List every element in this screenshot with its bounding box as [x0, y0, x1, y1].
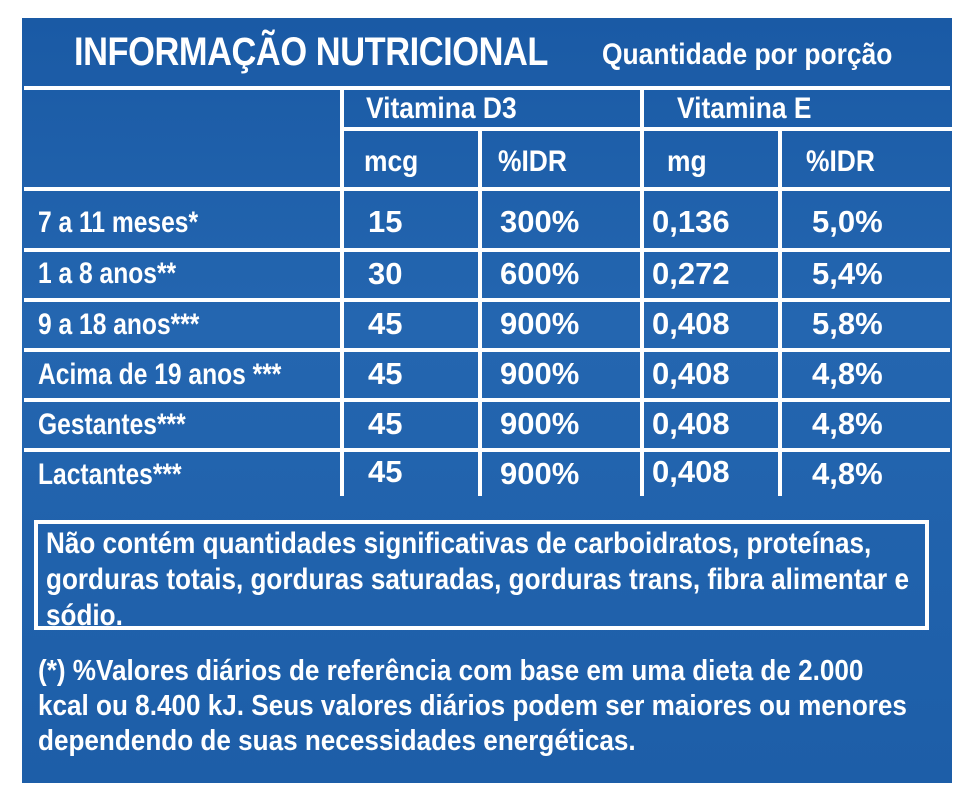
cell-e-idr: 4,8%: [812, 406, 883, 441]
cell-e-idr: 5,0%: [812, 204, 883, 239]
cell-e-mg: 0,408: [652, 306, 730, 341]
row-rule: [24, 398, 950, 402]
cell-e-mg: 0,408: [652, 454, 730, 489]
col-divider-2: [478, 131, 482, 496]
nutrient-note-line: sódio.: [46, 599, 123, 632]
cell-e-idr: 4,8%: [812, 456, 883, 491]
nutrient-note-line: gorduras totais, gorduras saturadas, gor…: [46, 563, 909, 596]
row-rule: [24, 298, 950, 302]
nutrition-panel: INFORMAÇÃO NUTRICIONAL Quantidade por po…: [22, 18, 952, 783]
page-title: INFORMAÇÃO NUTRICIONAL: [74, 30, 549, 74]
group-header-vitamin-d3: Vitamina D3: [366, 92, 517, 125]
daily-value-footnote: (*) %Valores diários de referência com b…: [38, 654, 947, 759]
row-rule: [24, 348, 950, 352]
row-label: 1 a 8 anos**: [38, 257, 177, 290]
cell-d3-idr: 900%: [500, 456, 580, 491]
cell-d3-mcg: 30: [368, 256, 403, 291]
unit-header-e-mg: mg: [667, 145, 707, 178]
cell-e-idr: 5,8%: [812, 306, 883, 341]
col-divider-3: [640, 88, 644, 496]
cell-e-mg: 0,408: [652, 406, 730, 441]
row-label: 7 a 11 meses*: [38, 206, 199, 239]
cell-d3-mcg: 15: [368, 204, 403, 239]
top-rule: [24, 86, 950, 90]
cell-e-idr: 5,4%: [812, 256, 883, 291]
cell-d3-mcg: 45: [368, 454, 403, 489]
unit-header-d3-mcg: mcg: [364, 145, 419, 178]
cell-d3-mcg: 45: [368, 406, 403, 441]
header-rule: [24, 187, 950, 191]
row-rule: [24, 248, 950, 252]
group-header-vitamin-e: Vitamina E: [677, 92, 812, 125]
cell-e-mg: 0,272: [652, 256, 730, 291]
row-label: Gestantes***: [38, 408, 186, 441]
cell-e-mg: 0,408: [652, 356, 730, 391]
cell-d3-mcg: 45: [368, 306, 403, 341]
cell-d3-idr: 300%: [500, 204, 580, 239]
nutrient-note: Não contém quantidades significativas de…: [46, 526, 916, 634]
cell-d3-idr: 900%: [500, 306, 580, 341]
nutrient-note-box: Não contém quantidades significativas de…: [34, 520, 929, 632]
nutrient-note-line: Não contém quantidades significativas de…: [46, 527, 872, 560]
footnote-line: dependendo de suas necessidades energéti…: [38, 725, 636, 757]
col-divider-4: [778, 131, 782, 496]
footnote-line: (*) %Valores diários de referência com b…: [38, 655, 864, 687]
group-rule-d3: [340, 127, 640, 131]
col-divider-1: [340, 88, 344, 496]
serving-subtitle: Quantidade por porção: [602, 38, 893, 71]
cell-d3-mcg: 45: [368, 356, 403, 391]
cell-d3-idr: 600%: [500, 256, 580, 291]
row-label: Lactantes***: [38, 458, 182, 491]
cell-d3-idr: 900%: [500, 406, 580, 441]
row-rule: [24, 448, 950, 452]
unit-header-e-idr: %IDR: [806, 145, 875, 178]
cell-e-idr: 4,8%: [812, 356, 883, 391]
cell-d3-idr: 900%: [500, 356, 580, 391]
group-rule-e: [644, 127, 952, 131]
footnote-line: kcal ou 8.400 kJ. Seus valores diários p…: [38, 690, 907, 722]
row-label: Acima de 19 anos ***: [38, 358, 282, 391]
unit-header-d3-idr: %IDR: [498, 145, 567, 178]
cell-e-mg: 0,136: [652, 204, 730, 239]
row-label: 9 a 18 anos***: [38, 308, 200, 341]
